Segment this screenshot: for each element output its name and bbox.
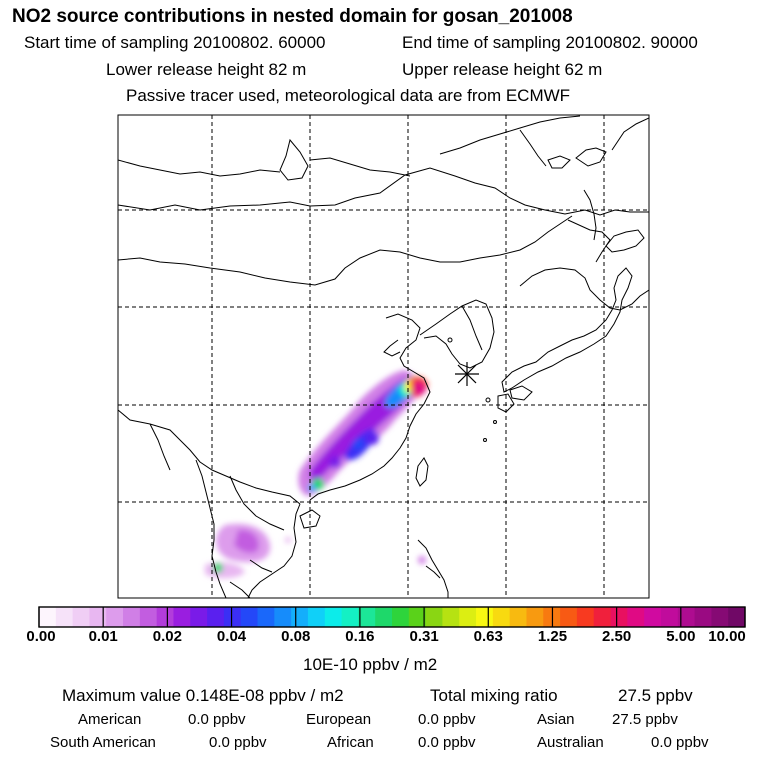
- colorbar-swatch: [274, 607, 292, 627]
- figure-title: NO2 source contributions in nested domai…: [12, 6, 573, 27]
- colorbar-swatch: [358, 607, 376, 627]
- colorbar-swatch: [476, 607, 494, 627]
- colorbar-swatch: [728, 607, 746, 627]
- colorbar-tick-label: 5.00: [666, 628, 696, 645]
- end-time-label: End time of sampling 20100802. 90000: [402, 33, 698, 52]
- colorbar-tick-label: 0.63: [473, 628, 503, 645]
- region-value: 0.0 ppbv: [651, 734, 709, 751]
- region-value: 27.5 ppbv: [612, 711, 678, 728]
- region-name: Australian: [537, 734, 604, 751]
- colorbar-swatch: [677, 607, 696, 627]
- max-value-label: Maximum value 0.148E-08 ppbv / m2: [62, 686, 344, 705]
- region-value: 0.0 ppbv: [188, 711, 246, 728]
- region-name: African: [327, 734, 374, 751]
- colorbar-tick-label: 0.00: [26, 628, 56, 645]
- colorbar-swatch: [593, 607, 612, 627]
- region-name: South American: [50, 734, 156, 751]
- colorbar-tick-label: 2.50: [602, 628, 632, 645]
- colorbar-tick-label: 0.02: [152, 628, 182, 645]
- colorbar-tick-label: 0.16: [345, 628, 375, 645]
- colorbar-swatch: [610, 607, 628, 627]
- colorbar-swatch: [576, 607, 595, 627]
- map-panel: [117, 114, 650, 599]
- colorbar-swatch: [223, 607, 242, 627]
- graticule: [118, 115, 649, 598]
- colorbar-swatch: [694, 607, 712, 627]
- colorbar-swatch: [89, 607, 107, 627]
- colorbar-swatch: [307, 607, 326, 627]
- colorbar-swatch: [341, 607, 359, 627]
- colorbar-swatch: [190, 607, 208, 627]
- colorbar-swatch: [459, 607, 477, 627]
- colorbar-swatch: [392, 607, 410, 627]
- region-value: 0.0 ppbv: [418, 711, 476, 728]
- colorbar-swatch: [711, 607, 729, 627]
- colorbar-swatch: [492, 607, 511, 627]
- colorbar-unit: 10E-10 ppbv / m2: [303, 655, 438, 674]
- colorbar-swatch: [39, 607, 57, 627]
- map-frame: [117, 114, 650, 599]
- colorbar-swatch: [627, 607, 645, 627]
- colorbar-tick-label: 0.08: [281, 628, 311, 645]
- colorbar-swatch: [509, 607, 527, 627]
- colorbar-swatch: [660, 607, 679, 627]
- colorbar-swatch: [173, 607, 191, 627]
- colorbar-swatch: [644, 607, 662, 627]
- colorbar-tick-label: 0.31: [409, 628, 439, 645]
- concentration-plume: [205, 370, 428, 579]
- colorbar: [38, 606, 746, 628]
- region-name: Asian: [537, 711, 575, 728]
- colorbar-swatch: [207, 607, 225, 627]
- colorbar-swatch: [55, 607, 74, 627]
- colorbar-swatch: [156, 607, 174, 627]
- receptor-star-icon: [455, 362, 479, 386]
- start-time-label: Start time of sampling 20100802. 60000: [24, 33, 326, 52]
- total-mixing-label: Total mixing ratio: [430, 686, 558, 705]
- colorbar-swatch: [560, 607, 578, 627]
- colorbar-frame: [38, 606, 746, 628]
- colorbar-swatch: [257, 607, 275, 627]
- colorbar-swatch: [375, 607, 393, 627]
- region-value: 0.0 ppbv: [209, 734, 267, 751]
- colorbar-swatch: [324, 607, 343, 627]
- total-mixing-value: 27.5 ppbv: [618, 686, 693, 705]
- colorbar-swatch: [123, 607, 141, 627]
- tracer-note: Passive tracer used, meteorological data…: [126, 86, 571, 105]
- colorbar-tick-label: 1.25: [537, 628, 568, 645]
- colorbar-swatch: [408, 607, 427, 627]
- colorbar-tick-label: 0.04: [216, 628, 247, 645]
- region-name: European: [306, 711, 372, 728]
- colorbar-swatch: [291, 607, 309, 627]
- upper-release-label: Upper release height 62 m: [402, 60, 603, 79]
- colorbar-tick-label: 10.00: [708, 628, 746, 645]
- colorbar-swatch: [139, 607, 158, 627]
- region-value: 0.0 ppbv: [418, 734, 476, 751]
- colorbar-swatch: [425, 607, 443, 627]
- lower-release-label: Lower release height 82 m: [106, 60, 307, 79]
- colorbar-swatch: [526, 607, 544, 627]
- colorbar-swatch: [240, 607, 259, 627]
- region-name: American: [78, 711, 142, 728]
- colorbar-swatch: [106, 607, 124, 627]
- colorbar-swatch: [72, 607, 90, 627]
- colorbar-swatch: [442, 607, 460, 627]
- colorbar-tick-label: 0.01: [88, 628, 118, 645]
- coastlines: [118, 115, 649, 598]
